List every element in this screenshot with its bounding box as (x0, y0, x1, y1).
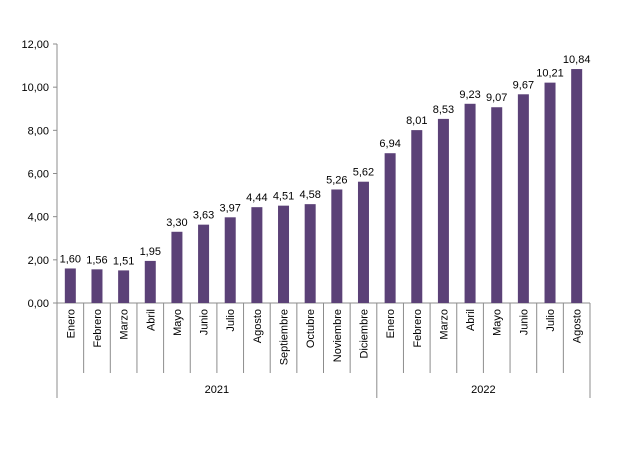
bar (198, 224, 210, 303)
y-tick-label: 8,00 (28, 125, 49, 137)
data-label: 3,63 (193, 210, 214, 222)
data-label: 9,23 (459, 89, 480, 101)
category-label: Mayo (172, 309, 184, 336)
category-label: Enero (385, 309, 397, 338)
category-label: Septiembre (279, 309, 291, 365)
category-label: Marzo (438, 309, 450, 340)
y-tick-label: 2,00 (28, 255, 49, 267)
category-label: Febrero (92, 309, 104, 348)
bar (384, 153, 396, 303)
bar (251, 207, 263, 303)
category-label: Julio (545, 309, 557, 332)
data-label: 5,26 (326, 174, 347, 186)
y-tick-label: 12,00 (21, 39, 49, 51)
data-label: 3,97 (220, 202, 241, 214)
bar (118, 270, 130, 303)
group-label: 2021 (205, 384, 229, 396)
category-label: Mayo (492, 309, 504, 336)
group-label: 2022 (471, 384, 495, 396)
bar (411, 130, 423, 303)
category-label: Enero (65, 309, 77, 338)
bar (517, 94, 529, 303)
bar (224, 217, 236, 303)
data-label: 1,95 (140, 246, 161, 258)
data-label: 6,94 (379, 138, 400, 150)
bar (464, 103, 476, 304)
bars (64, 69, 583, 304)
category-label: Junio (518, 309, 530, 335)
bar (278, 205, 290, 303)
category-label: Abril (145, 309, 157, 331)
data-label: 8,01 (406, 115, 427, 127)
bar (171, 231, 183, 303)
data-label: 4,44 (246, 192, 267, 204)
category-label: Agosto (252, 309, 264, 343)
category-label: Noviembre (332, 309, 344, 362)
bar (91, 269, 103, 303)
category-label: Julio (225, 309, 237, 332)
bar (64, 268, 76, 303)
data-label: 10,21 (536, 68, 564, 80)
y-tick-label: 4,00 (28, 212, 49, 224)
bar (491, 107, 503, 303)
category-label: Febrero (412, 309, 424, 348)
data-label: 9,67 (513, 79, 534, 91)
category-label: Abril (465, 309, 477, 331)
bar (357, 181, 369, 303)
data-label: 10,84 (563, 54, 591, 66)
bar (571, 69, 583, 303)
data-label: 1,60 (60, 253, 81, 265)
y-tick-label: 6,00 (28, 169, 49, 181)
category-label: Marzo (119, 309, 131, 340)
data-label: 3,30 (166, 217, 187, 229)
bar (304, 204, 316, 303)
data-label: 9,07 (486, 92, 507, 104)
data-label: 8,53 (433, 104, 454, 116)
bar (331, 189, 343, 303)
data-label: 1,56 (86, 254, 107, 266)
data-label: 4,51 (273, 191, 294, 203)
category-label: Diciembre (358, 309, 370, 359)
bar (437, 118, 449, 303)
bar (144, 260, 156, 303)
y-tick-label: 10,00 (21, 82, 49, 94)
category-label: Junio (199, 309, 211, 335)
data-label: 1,51 (113, 255, 134, 267)
category-label: Octubre (305, 309, 317, 348)
category-label: Agosto (572, 309, 584, 343)
labels: 0,00 2,00 4,00 6,00 8,00 10,00 12,00 1,60 Enero 1… (21, 39, 590, 396)
y-tick-label: 0,00 (28, 298, 49, 310)
data-label: 5,62 (353, 167, 374, 179)
axes (53, 43, 591, 398)
bar (544, 82, 556, 304)
data-label: 4,58 (299, 189, 320, 201)
